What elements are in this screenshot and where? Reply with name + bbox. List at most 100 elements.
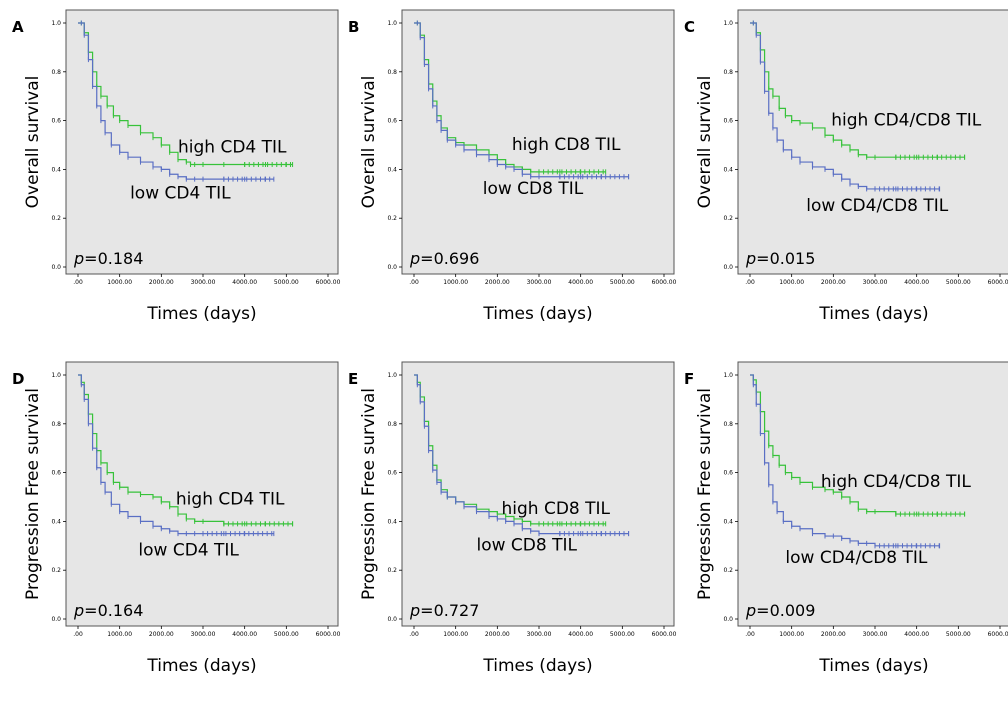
chart-F-xtick-label: 5000.00 [946,631,971,638]
chart-C-p-number: =0.015 [756,249,815,268]
chart-A-p-number: =0.184 [84,249,143,268]
chart-C-series-1-label: high CD4/CD8 TIL [831,110,982,130]
chart-B-xtick-label: 1000.00 [443,279,468,286]
chart-C-series-2-label: low CD4/CD8 TIL [806,196,949,216]
chart-A-xtick-label: 1000.00 [107,279,132,286]
chart-C-y-axis-label: Overall survival [695,76,715,209]
chart-B-xtick-label: 2000.00 [485,279,510,286]
chart-F-ytick-label: 0.8 [723,421,733,428]
chart-E-plot-area [401,361,675,627]
chart-A-xtick-label: 3000.00 [191,279,216,286]
chart-C-ytick-label: 0.8 [723,69,733,76]
chart-A-ytick-label: 1.0 [51,20,61,27]
chart-A-ytick-label: 0.2 [51,215,61,222]
chart-A-series-2-label: low CD4 TIL [130,184,231,204]
chart-E-ytick-label: 0.4 [387,518,397,525]
chart-B-panel-letter: B [348,18,359,36]
chart-C-xtick-label: 2000.00 [821,279,846,286]
chart-E-series-1-label: high CD8 TIL [502,499,611,519]
chart-A-xtick-label: .00 [73,279,83,286]
chart-D-xtick-label: 6000.00 [316,631,341,638]
chart-D-ytick-label: 0.4 [51,518,61,525]
chart-F-ytick-label: 0.4 [723,518,733,525]
chart-D-xtick-label: 2000.00 [149,631,174,638]
chart-E-ytick-label: 1.0 [387,372,397,379]
chart-F-p-symbol: p [745,601,756,620]
chart-F-ytick-label: 0.0 [723,616,733,623]
chart-F-y-axis-label: Progression Free survival [695,388,715,600]
chart-D-xtick-label: 3000.00 [191,631,216,638]
chart-B: B 0.0 0.2 0.4 0.6 0.8 1.0 .00 1000.00 2000.00 3000… [348,9,677,324]
chart-C: C 0.0 0.2 0.4 0.6 0.8 1.0 .00 1000.00 2000.00 3000… [684,9,1008,324]
chart-C-p-value: p=0.015 [745,249,815,268]
chart-D-y-axis-label: Progression Free survival [23,388,43,600]
chart-F-series-1-label: high CD4/CD8 TIL [821,472,972,492]
chart-B-y-axis-label: Overall survival [359,76,379,209]
chart-F-x-axis-label: Times (days) [818,656,928,676]
chart-E-p-value: p=0.727 [409,601,479,620]
chart-F-p-number: =0.009 [756,601,815,620]
chart-A-ytick-label: 0.4 [51,166,61,173]
chart-B-p-value: p=0.696 [409,249,479,268]
chart-F-xtick-label: 6000.00 [988,631,1008,638]
chart-D-series-1-label: high CD4 TIL [176,489,285,509]
chart-D-ytick-label: 1.0 [51,372,61,379]
panel-E: E 0.0 0.2 0.4 0.6 0.8 1.0 .00 1000.00 2000.00 3000… [336,352,677,704]
chart-D-p-value: p=0.164 [73,601,143,620]
chart-B-xtick-label: .00 [409,279,419,286]
chart-C-ytick-label: 0.0 [723,264,733,271]
chart-D-ytick-label: 0.8 [51,421,61,428]
chart-E-xtick-label: .00 [409,631,419,638]
chart-C-xtick-label: 5000.00 [946,279,971,286]
chart-F-xtick-label: 3000.00 [863,631,888,638]
chart-D-xtick-label: .00 [73,631,83,638]
chart-A-x-axis-label: Times (days) [146,304,256,324]
chart-C-xtick-label: .00 [745,279,755,286]
chart-C-p-symbol: p [745,249,756,268]
chart-F-xtick-label: .00 [745,631,755,638]
chart-E-p-number: =0.727 [420,601,479,620]
chart-C-ytick-label: 0.4 [723,166,733,173]
chart-C-ytick-label: 0.6 [723,118,733,125]
chart-F: F 0.0 0.2 0.4 0.6 0.8 1.0 .00 1000.00 2000.00 3000… [684,361,1008,676]
chart-E-ytick-label: 0.6 [387,470,397,477]
chart-B-ytick-label: 0.4 [387,166,397,173]
chart-B-ytick-label: 0.0 [387,264,397,271]
chart-A: A 0.0 0.2 0.4 0.6 0.8 1.0 .00 1000.00 2000.00 3000… [12,9,341,324]
chart-F-ytick-label: 1.0 [723,372,733,379]
chart-B-series-2-label: low CD8 TIL [483,179,584,199]
chart-B-xtick-label: 4000.00 [568,279,593,286]
chart-B-ytick-label: 0.8 [387,69,397,76]
chart-E-ytick-label: 0.8 [387,421,397,428]
chart-A-ytick-label: 0.6 [51,118,61,125]
chart-B-x-axis-label: Times (days) [482,304,592,324]
chart-A-y-axis-label: Overall survival [23,76,43,209]
chart-F-xtick-label: 2000.00 [821,631,846,638]
chart-E-series-2-label: low CD8 TIL [477,536,578,556]
chart-F-series-2-label: low CD4/CD8 TIL [785,548,928,568]
chart-D-ytick-label: 0.0 [51,616,61,623]
chart-E-xtick-label: 5000.00 [610,631,635,638]
chart-E-ytick-label: 0.0 [387,616,397,623]
chart-C-panel-letter: C [684,18,695,36]
chart-E-xtick-label: 2000.00 [485,631,510,638]
panel-B: B 0.0 0.2 0.4 0.6 0.8 1.0 .00 1000.00 2000.00 3000… [336,0,677,352]
chart-B-ytick-label: 1.0 [387,20,397,27]
chart-F-plot-area [737,361,1008,627]
panel-D: D 0.0 0.2 0.4 0.6 0.8 1.0 .00 1000.00 2000.00 3000… [0,352,341,704]
chart-E-xtick-label: 1000.00 [443,631,468,638]
chart-F-xtick-label: 1000.00 [779,631,804,638]
chart-A-ytick-label: 0.0 [51,264,61,271]
chart-B-series-1-label: high CD8 TIL [512,135,621,155]
chart-D-x-axis-label: Times (days) [146,656,256,676]
chart-F-ytick-label: 0.6 [723,470,733,477]
chart-A-p-symbol: p [73,249,84,268]
chart-B-p-symbol: p [409,249,420,268]
chart-B-p-number: =0.696 [420,249,479,268]
chart-D-xtick-label: 5000.00 [274,631,299,638]
chart-C-xtick-label: 6000.00 [988,279,1008,286]
chart-A-p-value: p=0.184 [73,249,143,268]
chart-A-xtick-label: 4000.00 [232,279,257,286]
chart-E-p-symbol: p [409,601,420,620]
chart-B-xtick-label: 6000.00 [652,279,677,286]
